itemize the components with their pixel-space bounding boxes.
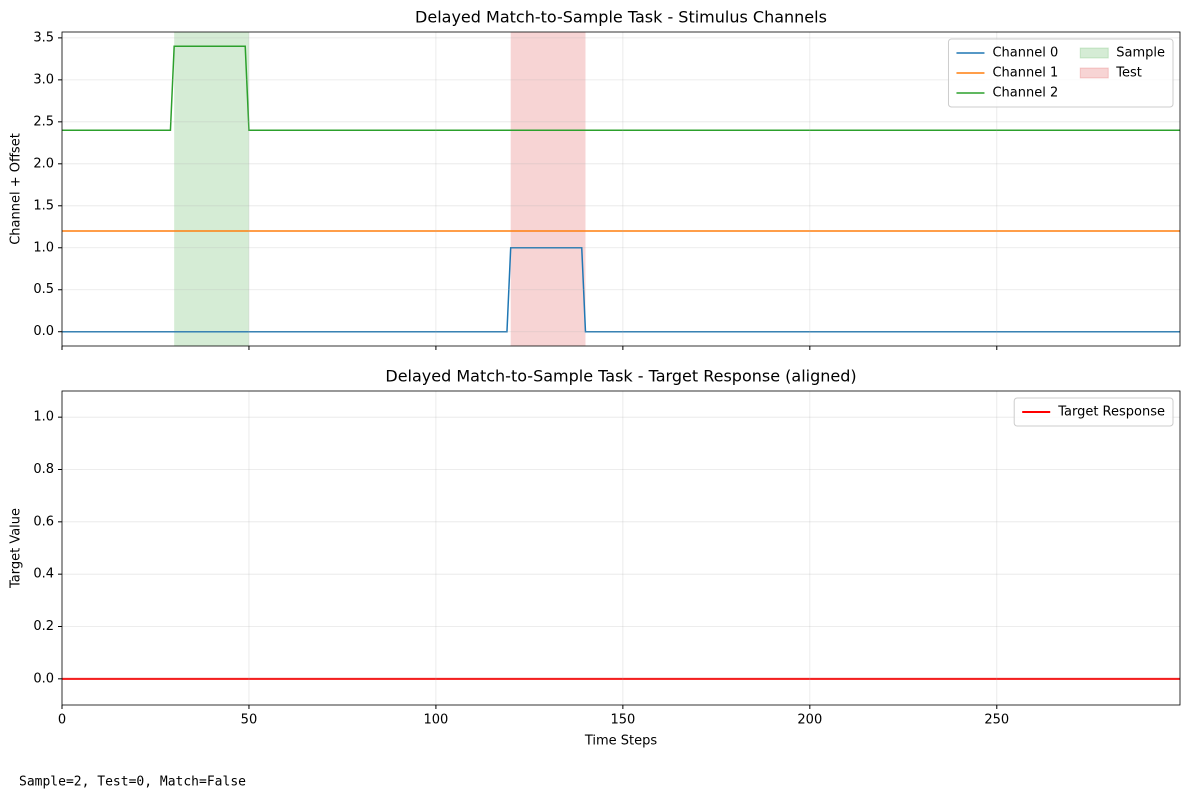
- series-line: [62, 247, 1180, 333]
- span: [510, 32, 586, 346]
- y-tick-label: 0.0: [33, 324, 54, 339]
- chart-title: Delayed Match-to-Sample Task - Target Re…: [385, 367, 856, 386]
- plot-area: [62, 32, 1180, 346]
- y-tick-label: 1.0: [33, 240, 54, 255]
- legend-label: Target Response: [1057, 405, 1165, 420]
- y-tick-label: 2.0: [33, 156, 54, 171]
- legend-label: Test: [1115, 66, 1142, 81]
- legend-box: [947, 38, 1174, 108]
- x-tick-label: 250: [984, 713, 1009, 728]
- y-axis-label: Channel + Offset: [9, 133, 24, 245]
- y-tick-label: 0.0: [33, 671, 54, 686]
- span: [174, 32, 249, 346]
- legend-label: Channel 0: [992, 46, 1058, 61]
- axes-frame: [61, 390, 1181, 706]
- x-tick-label: 200: [797, 713, 822, 728]
- y-tick-label: 2.5: [33, 114, 54, 129]
- y-tick-label: 0.2: [33, 619, 54, 634]
- legend: Target Response: [1013, 397, 1174, 427]
- y-tick-label: 1.5: [33, 198, 54, 213]
- x-tick-label: 0: [58, 713, 66, 728]
- x-tick-label: 150: [610, 713, 635, 728]
- annotation: Sample=2, Test=0, Match=False: [19, 775, 246, 790]
- y-tick-label: 0.8: [33, 462, 54, 477]
- x-tick-label: 100: [423, 713, 448, 728]
- y-tick-label: 3.0: [33, 72, 54, 87]
- x-axis-label: Time Steps: [584, 734, 658, 749]
- legend-swatch: [1079, 67, 1109, 79]
- legend-label: Channel 2: [992, 86, 1058, 101]
- y-tick-label: 0.4: [33, 567, 54, 582]
- y-tick-label: 3.5: [33, 30, 54, 45]
- y-tick-label: 0.5: [33, 282, 54, 297]
- y-tick-label: 1.0: [33, 410, 54, 425]
- x-tick-label: 50: [241, 713, 258, 728]
- y-axis-label: Target Value: [9, 508, 24, 589]
- chart-title: Delayed Match-to-Sample Task - Stimulus …: [415, 8, 827, 27]
- legend-label: Channel 1: [992, 66, 1058, 81]
- legend-swatch: [1079, 47, 1109, 59]
- legend-box: [1013, 397, 1174, 427]
- series-line: [62, 45, 1180, 131]
- axes-frame: [61, 31, 1181, 347]
- legend-label: Sample: [1116, 46, 1165, 61]
- y-tick-label: 0.6: [33, 514, 54, 529]
- legend: Channel 0 Channel 1 Channel 2 Sample Test: [947, 38, 1174, 108]
